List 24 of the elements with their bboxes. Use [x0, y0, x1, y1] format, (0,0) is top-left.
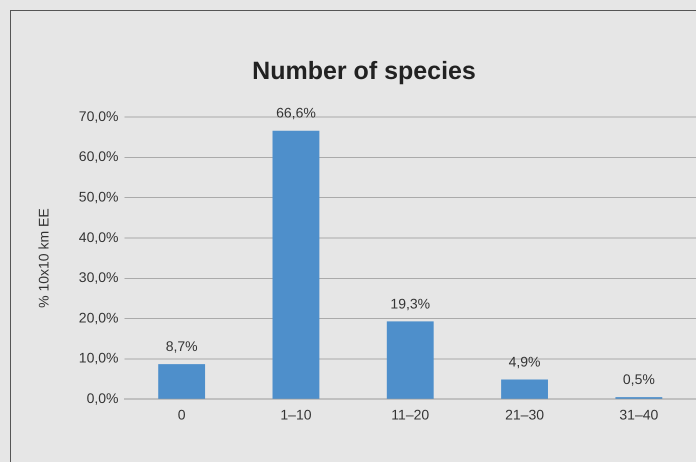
data-label: 19,3%: [390, 295, 430, 312]
y-tick-label: 30,0%: [78, 269, 118, 286]
y-tick-label: 60,0%: [78, 148, 118, 164]
bar: [501, 379, 548, 399]
y-tick-label: 0,0%: [86, 390, 118, 406]
x-tick-label: 1–10: [280, 406, 312, 422]
x-tick-label: 21–30: [505, 406, 544, 422]
bar: [272, 130, 320, 399]
y-axis-title: % 10x10 km EE: [35, 208, 52, 308]
data-label: 0,5%: [622, 371, 655, 388]
y-tick-label: 70,0%: [78, 108, 118, 124]
data-label: 66,6%: [276, 104, 316, 121]
chart-title: Number of species: [252, 56, 476, 85]
bar: [158, 364, 206, 399]
bar: [386, 321, 434, 399]
x-tick-label: 31–40: [619, 406, 659, 422]
data-label: 8,7%: [166, 338, 198, 354]
x-tick-label: 0: [178, 406, 186, 422]
y-tick-label: 10,0%: [78, 350, 118, 366]
y-tick-label: 50,0%: [78, 188, 118, 204]
data-label: 4,9%: [508, 353, 541, 370]
y-tick-label: 40,0%: [78, 228, 118, 245]
x-tick-label: 11–20: [391, 406, 430, 422]
y-tick-label: 20,0%: [78, 309, 118, 326]
